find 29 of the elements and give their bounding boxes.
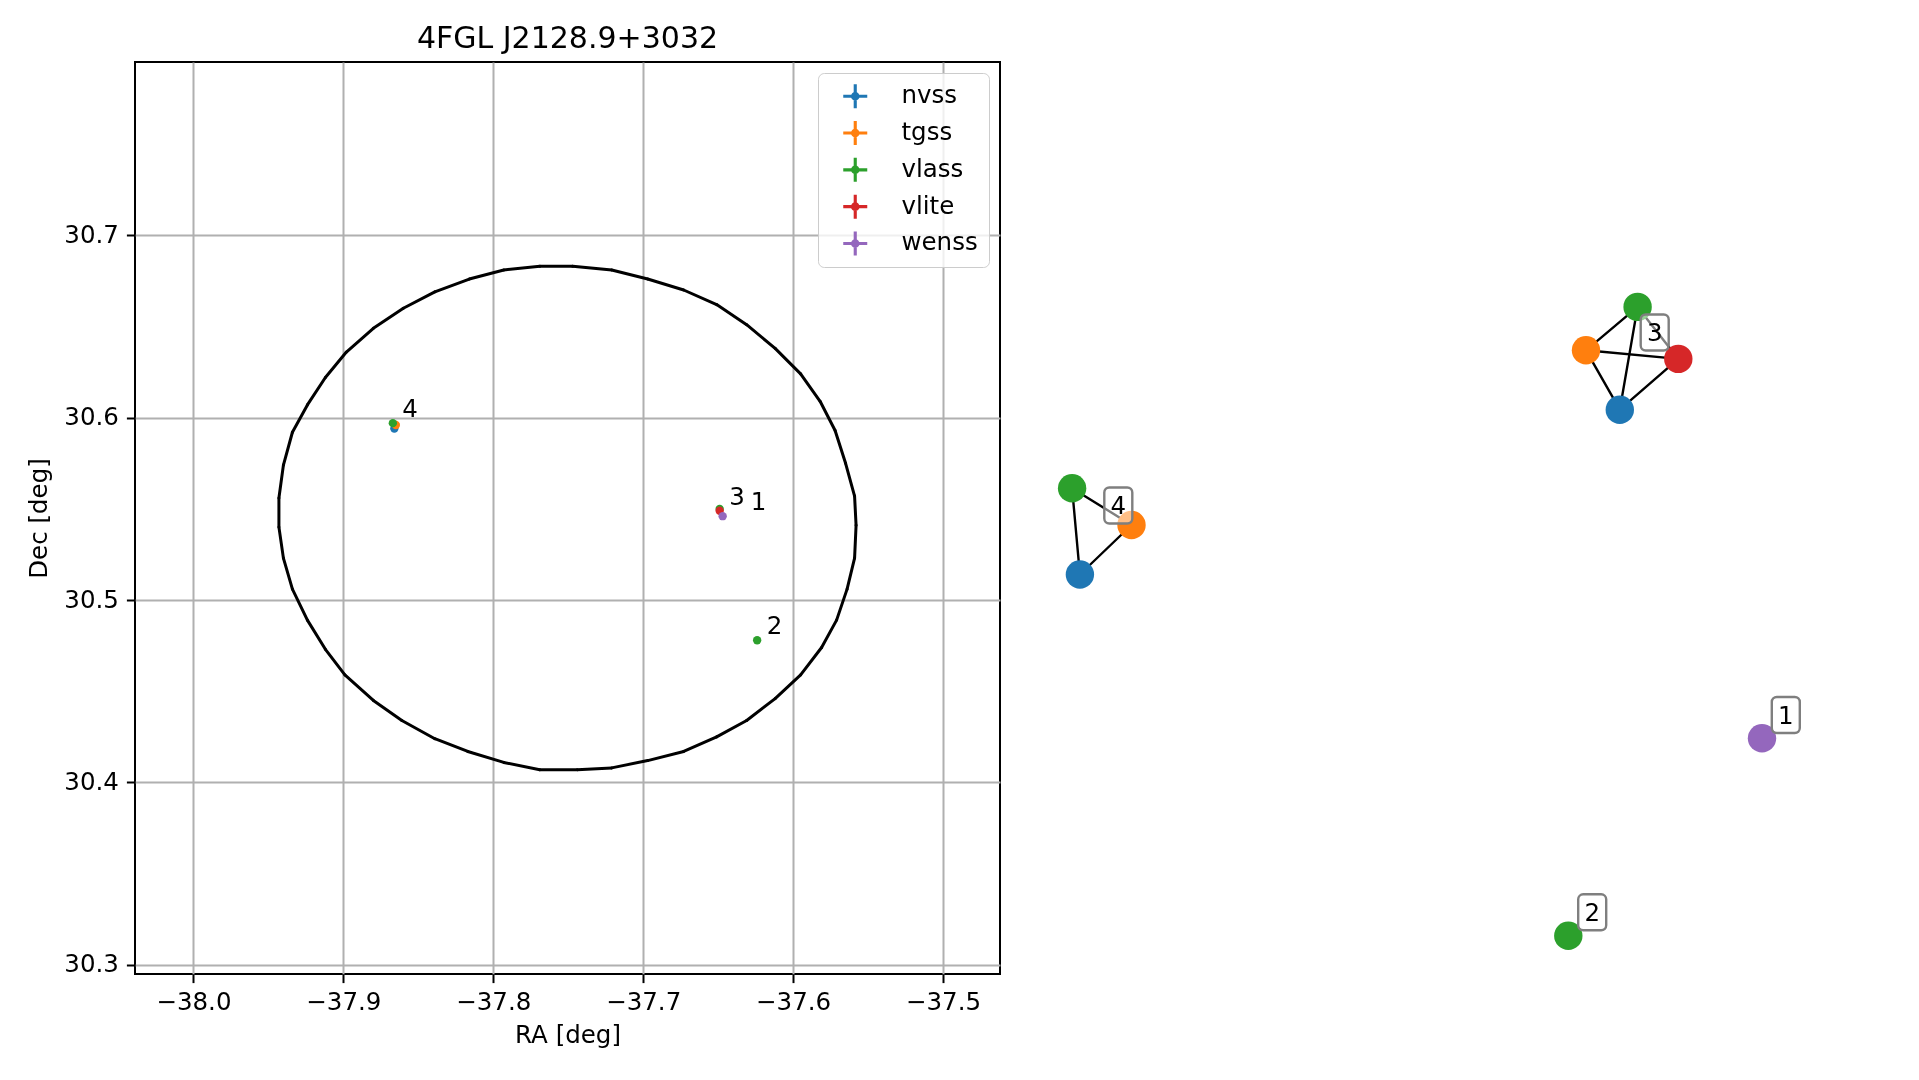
legend-label: vlite — [901, 190, 955, 220]
y-tick-label: 30.3 — [64, 949, 119, 979]
text: 1 — [1778, 700, 1794, 730]
annotation: 1 — [750, 487, 767, 517]
x-tick-label: −37.7 — [606, 987, 682, 1017]
chart-title: 4FGL J2128.9+3032 — [416, 20, 719, 55]
x-tick-label: −38.0 — [156, 987, 232, 1017]
annotation: 2 — [766, 611, 783, 641]
y-tick-label: 30.6 — [64, 402, 119, 432]
y-tick-label: 30.5 — [64, 584, 119, 614]
y-axis-title: Dec [deg] — [24, 458, 54, 579]
y-tick-label: 30.4 — [64, 766, 119, 796]
x-tick-label: −37.9 — [306, 987, 382, 1017]
legend-label: vlass — [901, 153, 964, 183]
legend-label: nvss — [901, 80, 958, 110]
y-tick-label: 30.7 — [64, 219, 119, 249]
x-axis-title: RA [deg] — [515, 1019, 621, 1049]
point — [718, 512, 727, 521]
legend-label: tgss — [901, 117, 953, 147]
text: 2 — [1584, 897, 1600, 927]
x-tick-label: −37.8 — [456, 987, 532, 1017]
legend-label: wenss — [901, 227, 978, 257]
annotation: 4 — [402, 394, 418, 424]
text: 3 — [1646, 318, 1663, 347]
text: 4 — [1110, 491, 1127, 520]
annotation: 3 — [729, 481, 745, 511]
x-tick-label: −37.6 — [756, 987, 832, 1017]
x-tick-label: −37.5 — [905, 987, 982, 1017]
point — [752, 636, 762, 645]
